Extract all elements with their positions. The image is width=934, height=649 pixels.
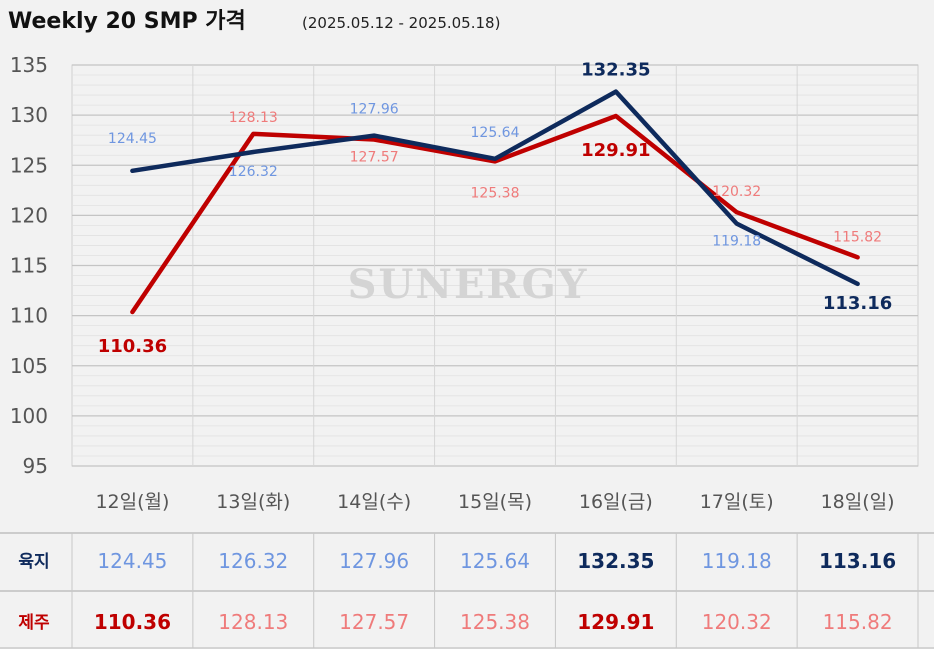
data-label: 132.35: [581, 60, 650, 81]
y-tick-label: 135: [10, 53, 48, 77]
y-tick-label: 120: [10, 203, 48, 227]
y-axis-labels: 95 100 105 110 115 120 125 130 135: [10, 53, 48, 478]
x-tick-label: 12일(월): [95, 491, 169, 513]
series-lines: [130, 89, 860, 315]
chart-subtitle: (2025.05.12 - 2025.05.18): [302, 14, 500, 32]
data-label: 125.64: [471, 125, 520, 141]
x-tick-label: 13일(화): [216, 491, 290, 513]
data-label: 119.18: [712, 234, 761, 250]
table-row-label: 제주: [18, 613, 50, 633]
table-row-label: 육지: [18, 552, 49, 572]
data-label: 128.13: [229, 110, 278, 126]
data-label: 115.82: [833, 229, 882, 245]
y-tick-label: 100: [10, 404, 48, 428]
data-label: 129.91: [581, 140, 650, 161]
y-tick-label: 115: [10, 254, 48, 278]
table-cell: 129.91: [577, 610, 654, 634]
data-label: 113.16: [823, 293, 892, 314]
x-axis-labels: 12일(월) 13일(화) 14일(수) 15일(목) 16일(금) 17일(토) 18일(…: [95, 491, 894, 513]
table-cell: 110.36: [94, 610, 171, 634]
x-tick-label: 14일(수): [337, 491, 411, 513]
table-cell: 115.82: [823, 610, 893, 634]
data-label: 127.57: [350, 149, 399, 165]
data-label: 125.38: [471, 185, 520, 201]
y-tick-label: 110: [10, 304, 48, 328]
series-line-land: [130, 89, 860, 287]
table-cell: 125.64: [460, 549, 530, 573]
x-tick-label: 16일(금): [579, 491, 653, 513]
series-line-jeju: [130, 113, 860, 315]
data-labels: 124.45 126.32 127.96 125.64 132.35 119.18 113.…: [98, 60, 893, 357]
table-cell: 113.16: [819, 549, 896, 573]
y-tick-label: 105: [10, 354, 48, 378]
chart-title: Weekly 20 SMP 가격: [8, 9, 246, 34]
y-tick-label: 130: [10, 103, 48, 127]
table-cell: 120.32: [702, 610, 772, 634]
value-table: 육지 124.45 126.32 127.96 125.64 132.35 119.18 11…: [0, 532, 934, 649]
y-tick-label: 125: [10, 153, 48, 177]
table-cell: 124.45: [97, 549, 167, 573]
x-tick-label: 17일(토): [700, 491, 774, 513]
watermark: SUNERGY: [348, 261, 589, 308]
grid: [71, 64, 919, 467]
table-cell: 125.38: [460, 610, 530, 634]
x-tick-label: 15일(목): [458, 491, 532, 513]
data-label: 127.96: [350, 102, 399, 118]
data-label: 110.36: [98, 336, 167, 357]
y-tick-label: 95: [23, 454, 48, 478]
table-cell: 126.32: [218, 549, 288, 573]
table-cell: 128.13: [218, 610, 288, 634]
x-tick-label: 18일(일): [821, 491, 895, 513]
table-cell: 119.18: [702, 549, 772, 573]
data-label: 126.32: [229, 164, 278, 180]
table-cell: 127.57: [339, 610, 409, 634]
data-label: 120.32: [712, 184, 761, 200]
table-cell: 132.35: [577, 549, 654, 573]
data-label: 124.45: [108, 131, 157, 147]
table-cell: 127.96: [339, 549, 409, 573]
